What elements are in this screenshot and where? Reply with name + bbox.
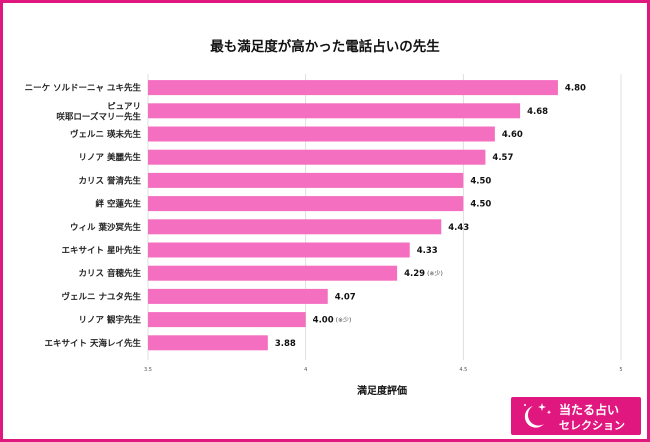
value-label: 4.50 [470, 200, 491, 210]
bar [148, 242, 410, 258]
moon-stars-icon [524, 403, 552, 428]
value-labels: 4.804.684.604.574.504.504.434.334.29 (※少)… [275, 84, 586, 349]
x-tick-label: 4 [304, 367, 307, 373]
bar [148, 80, 558, 96]
bar [148, 172, 464, 188]
value-label: 4.50 [470, 176, 491, 186]
category-label: ヴェルニ ナユタ先生 [62, 291, 142, 302]
category-label: ウィル 葉沙冥先生 [70, 222, 141, 233]
value-label: 4.43 [448, 223, 469, 233]
value-label: 4.80 [565, 84, 586, 94]
value-note: (※少) [427, 271, 443, 278]
category-label: エキサイト 星叶先生 [62, 245, 142, 256]
logo-text-line2: セレクション [559, 419, 625, 432]
x-tick-labels: 3.5 4 4.5 5 [144, 367, 623, 373]
bar [148, 196, 464, 212]
category-label: カリス 誉清先生 [79, 175, 142, 186]
bar [148, 103, 521, 119]
bars [148, 80, 558, 351]
value-label: 4.68 [527, 107, 548, 117]
value-label: 3.88 [275, 339, 296, 349]
chart-title: 最も満足度が高かった電話占いの先生 [210, 38, 440, 55]
bar [148, 126, 495, 142]
value-label: 4.29 [404, 269, 425, 279]
category-label: リノア 美麗先生 [79, 152, 142, 163]
bar [148, 219, 442, 235]
brand-logo: 当たる占い セレクション [511, 397, 641, 435]
logo-text-line1: 当たる占い [559, 403, 620, 417]
category-label: 絆 空蓮先生 [96, 199, 142, 210]
value-label: 4.60 [502, 130, 523, 140]
category-label: ヴェルニ 瑛未先生 [70, 129, 141, 140]
bar [148, 265, 398, 281]
x-tick-label: 5 [619, 367, 622, 373]
value-note: (※少) [336, 317, 352, 324]
value-label: 4.00 [313, 316, 334, 326]
bar [148, 312, 306, 328]
category-label: リノア 観宇先生 [79, 315, 142, 326]
category-label: カリス 音穂先生 [79, 268, 142, 279]
x-tick-label: 3.5 [144, 367, 152, 373]
category-label: ニーケ ソルドーニャ ユキ先生 [25, 83, 142, 94]
category-label: ピュアリ咲耶ローズマリー先生 [56, 101, 141, 123]
value-label: 4.33 [417, 246, 438, 256]
x-tick-label: 4.5 [459, 367, 467, 373]
category-label: エキサイト 天海レイ先生 [45, 338, 142, 349]
bar [148, 288, 328, 304]
bar [148, 149, 486, 165]
value-label: 4.07 [335, 292, 356, 302]
value-label: 4.57 [492, 153, 513, 163]
x-axis-label: 満足度評価 [357, 384, 407, 397]
bar [148, 335, 268, 351]
